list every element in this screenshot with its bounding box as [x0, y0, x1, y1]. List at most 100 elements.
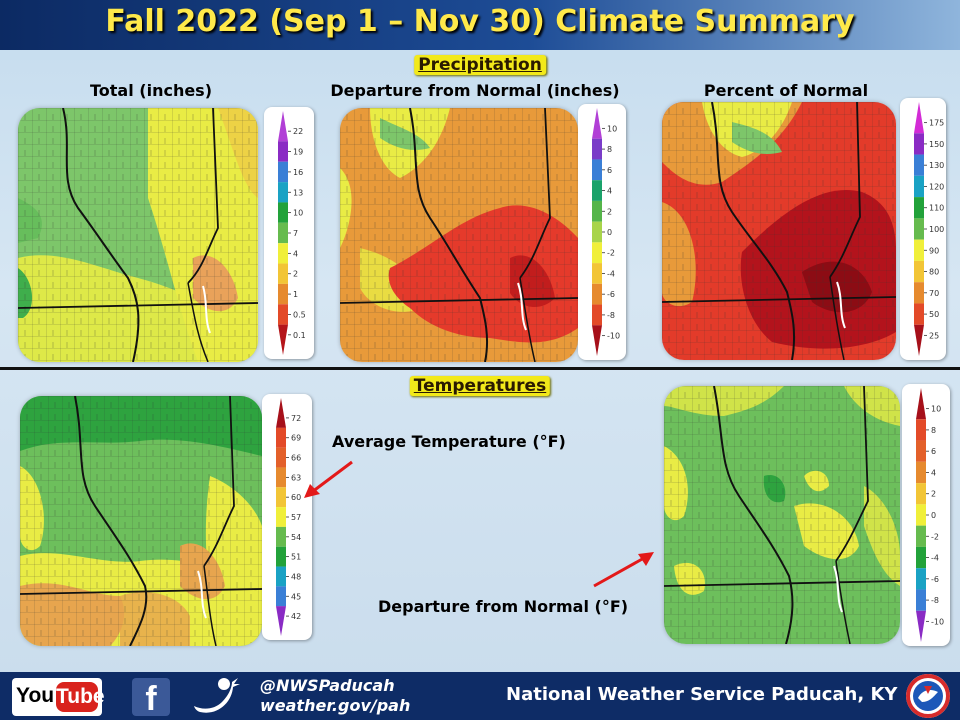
legend-swatch [276, 467, 286, 488]
legend-label: 6 [607, 166, 612, 175]
youtube-tube-text: Tube [56, 682, 105, 712]
legend-swatch [914, 282, 924, 304]
legend-temp-departure: 10 8 6 4 2 0 -2 -4 -6 -8 -10 [902, 384, 950, 646]
legend-swatch [916, 525, 926, 547]
legend-label: 8 [607, 145, 612, 154]
legend-label: 22 [293, 127, 303, 136]
legend-swatch [914, 133, 924, 155]
legend-swatch [916, 483, 926, 505]
legend-swatch [914, 154, 924, 176]
legend-swatch [276, 526, 286, 547]
legend-label: -6 [607, 290, 615, 299]
map-precip-total [18, 108, 258, 362]
legend-swatch [916, 546, 926, 569]
legend-swatch [914, 239, 924, 261]
legend-swatch [916, 461, 926, 484]
annotation-temp-departure: Departure from Normal (°F) [378, 597, 629, 616]
legend-label: 175 [929, 119, 944, 128]
legend-swatch [916, 568, 926, 590]
legend-swatch [914, 260, 924, 283]
facebook-icon[interactable]: f [132, 678, 170, 718]
legend-label: 69 [291, 434, 301, 443]
legend-label: 0.5 [293, 310, 306, 319]
legend-swatch [914, 197, 924, 219]
legend-swatch [592, 159, 602, 181]
legend-swatch [278, 283, 288, 305]
map-precip-percent [662, 102, 896, 360]
legend-swatch [914, 175, 924, 198]
legend-label: 0 [607, 228, 612, 237]
legend-label: -2 [607, 249, 615, 258]
legend-label: 150 [929, 140, 944, 149]
map-precip-departure [340, 108, 578, 362]
map-temp-departure [664, 386, 900, 644]
legend-swatch [914, 102, 924, 134]
legend-label: 66 [291, 454, 301, 463]
legend-swatch [914, 303, 924, 325]
legend-label: 80 [929, 268, 939, 277]
section-label-precipitation: Precipitation [414, 55, 546, 75]
legend-label: 110 [929, 204, 944, 213]
arrow-to-temp-departure-map [593, 552, 654, 588]
legend-swatch [276, 566, 286, 587]
legend-swatch [278, 141, 288, 162]
legend-label: 25 [929, 331, 939, 340]
legend-swatch [276, 427, 286, 448]
legend-swatch [276, 447, 286, 468]
website-link[interactable]: weather.gov/pah [260, 696, 411, 715]
legend-swatch [276, 398, 286, 428]
legend-label: 4 [931, 468, 936, 477]
legend-swatch [916, 589, 926, 611]
legend-swatch [276, 507, 286, 527]
legend-label: 10 [931, 405, 941, 414]
legend-swatch [592, 180, 602, 201]
legend-swatch [278, 324, 288, 355]
header-total: Total (inches) [89, 81, 213, 100]
legend-swatch [278, 222, 288, 244]
office-name: National Weather Service Paducah, KY [506, 684, 898, 705]
youtube-logo[interactable]: You Tube [12, 678, 105, 716]
legend-swatch [278, 304, 288, 325]
annotation-average-temperature: Average Temperature (°F) [332, 432, 566, 451]
legend-label: 2 [293, 270, 298, 279]
legend-label: -4 [931, 554, 939, 563]
legend-swatch [592, 263, 602, 284]
twitter-bird-icon[interactable] [188, 676, 244, 718]
legend-label: 13 [293, 188, 303, 197]
legend-label: 7 [293, 229, 298, 238]
legend-label: 8 [931, 426, 936, 435]
legend-swatch [592, 221, 602, 243]
legend-label: 19 [293, 148, 303, 157]
legend-label: 10 [293, 209, 303, 218]
legend-label: 50 [929, 310, 939, 319]
youtube-you-text: You [16, 684, 55, 707]
legend-swatch [592, 304, 602, 326]
legend-label: -8 [931, 596, 939, 605]
legend-label: 90 [929, 246, 939, 255]
legend-label: -10 [607, 332, 620, 341]
legend-swatch [276, 586, 286, 607]
legend-swatch [916, 504, 926, 526]
arrow-to-avg-temp-map [304, 460, 353, 498]
twitter-handle[interactable]: @NWSPaducah [260, 676, 395, 695]
legend-label: -8 [607, 311, 615, 320]
legend-precip-total: 22 19 16 13 10 7 4 2 1 0.5 0.1 [264, 107, 314, 359]
legend-swatch [276, 487, 286, 508]
legend-label: 51 [291, 553, 301, 562]
legend-swatch [916, 388, 926, 420]
legend-swatch [916, 610, 926, 642]
legend-label: 54 [291, 533, 301, 542]
legend-label: 130 [929, 161, 944, 170]
legend-label: 63 [291, 473, 301, 482]
header-departure: Departure from Normal (inches) [330, 81, 620, 100]
legend-label: 2 [931, 490, 936, 499]
legend-temp-average: 72 69 66 63 60 57 54 51 48 45 42 [262, 394, 312, 640]
legend-label: 4 [293, 249, 298, 258]
legend-swatch [278, 182, 288, 203]
legend-swatch [592, 325, 602, 356]
legend-label: -10 [931, 617, 944, 626]
legend-precip-departure: 10 8 6 4 2 0 -2 -4 -6 -8 -10 [578, 104, 626, 360]
legend-label: -6 [931, 575, 939, 584]
legend-label: 48 [291, 572, 301, 581]
legend-label: -2 [931, 532, 939, 541]
